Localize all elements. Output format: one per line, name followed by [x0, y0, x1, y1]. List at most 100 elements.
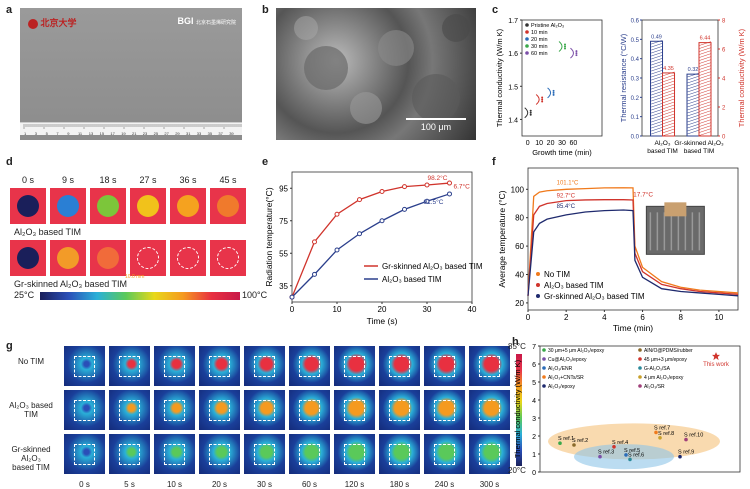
c-left-point-0 [529, 113, 532, 116]
c-right-hatch [650, 82, 663, 87]
c-left-legend-marker-4 [525, 51, 529, 55]
panel-g-thermal-cell [199, 434, 240, 474]
c-right-hatch [698, 107, 712, 112]
e-annotation-blue: 91.5°C [424, 198, 444, 206]
panel-d-colorbar-min: 25°C [14, 290, 35, 300]
e-ytick-label: 55 [279, 249, 288, 258]
c-right-category-0: Al₂O₃ [655, 140, 671, 147]
panel-g-thermal-cell [199, 390, 240, 430]
panel-g-sample-outline [164, 444, 185, 465]
panel-g-sample-outline [74, 400, 95, 421]
h-legend-marker [542, 384, 546, 388]
h-point [598, 454, 602, 459]
panel-g-thermal-cell [64, 434, 105, 474]
c-right-hatch [698, 110, 712, 115]
panel-g-row-label: Gr-skinned Al₂O₃ based TIM [11, 445, 51, 472]
h-legend-marker [638, 348, 642, 352]
e-legend-text-1: Al₂O₃ based TIM [382, 275, 442, 284]
c-right-hatch [698, 56, 712, 61]
c-right-hatch [698, 89, 712, 94]
c-right-ytick-left-label: 0.0 [631, 135, 640, 141]
c-right-hatch [650, 67, 663, 72]
c-right-hatch [686, 87, 700, 93]
f-annotation-diff: 17.7°C [633, 190, 653, 198]
c-right-hatch [662, 110, 675, 116]
panel-a-photo: 北京大学 BGI 北京石墨烯研究院 [20, 8, 242, 140]
c-right-hatch [650, 127, 663, 132]
panel-g-sample-outline [434, 356, 455, 377]
e-point-0 [424, 182, 430, 188]
c-right-hatch [650, 91, 663, 96]
c-left-frame [521, 19, 603, 137]
f-xtick-label: 0 [526, 313, 531, 322]
chart-h: 0 1 2 3 4 5 6 7 Thermal conductivity (W/m K) S re… [513, 344, 741, 477]
c-left-point-4 [575, 52, 578, 55]
panel-g-time-label: 180 s [389, 480, 410, 489]
e-xtick-label: 10 [333, 305, 342, 314]
panel-g-thermal-cell [154, 390, 195, 430]
f-ytick-label: 40 [515, 271, 524, 280]
panel-g-sample-outline [434, 400, 455, 421]
panel-g-thermal-cell [469, 346, 510, 386]
e-point-1 [334, 247, 340, 253]
chart-c-right: 0.0 0.1 0.2 0.3 0.4 0.5 0.6 0 2 4 6 8 Thermal resist… [620, 19, 746, 156]
panel-g-thermal-cell [334, 434, 375, 474]
panel-d-sample-circle [97, 195, 119, 217]
panel-d-thermal-square [50, 188, 86, 224]
c-right-hatch [686, 81, 700, 87]
f-frame [527, 167, 739, 311]
f-xlabel: Time (min) [613, 323, 653, 333]
c-right-ytick-right-label: 6 [722, 48, 726, 54]
c-right-hatch [650, 112, 663, 117]
panel-d-time-label: 45 s [219, 175, 237, 185]
h-point [558, 441, 562, 445]
ruler-number: 17 [110, 131, 115, 136]
panel-g-sample-outline [389, 444, 410, 465]
panel-g-colorbar-max: 85°C [508, 342, 526, 351]
panel-d-row1 [10, 188, 250, 224]
f-xtick-label: 4 [602, 313, 607, 322]
ruler-number: 15 [100, 131, 105, 136]
c-right-hatch [698, 77, 712, 82]
c-right-ytick-left-label: 0.5 [631, 38, 640, 44]
c-right-bar-conductivity-1 [698, 42, 712, 137]
c-right-category-0: based TIM [647, 148, 678, 155]
panel-d-sample-circle [137, 247, 159, 269]
c-right-hatch [662, 125, 675, 131]
c-left-point-1 [541, 100, 544, 103]
e-xtick-label: 20 [378, 305, 387, 314]
c-left-legend-marker-0 [525, 23, 529, 27]
ruler-number: 9 [67, 131, 70, 136]
panel-g-letter: g [6, 340, 13, 352]
panel-g-sample-outline [254, 444, 275, 465]
c-right-hatch [650, 70, 663, 75]
h-point [678, 454, 682, 459]
c-left-xtick-label: 0 [526, 140, 530, 147]
e-point-1 [424, 198, 430, 204]
panel-g-thermal-cell [109, 346, 150, 386]
panel-g-time-label: 240 s [434, 480, 455, 489]
panel-d-thermal-square [170, 240, 206, 276]
panel-g-row-label: No TIM [17, 357, 45, 366]
panel-d-thermal-square [130, 240, 166, 276]
e-xlabel: Time (s) [367, 316, 398, 326]
c-right-hatch [650, 40, 663, 45]
c-right-hatch [698, 131, 712, 136]
pku-logo-circle-icon [28, 18, 38, 29]
c-left-dist-4 [570, 47, 574, 59]
c-left-ytick-label: 1.7 [508, 18, 518, 25]
c-right-hatch [686, 111, 700, 117]
c-right-hatch [698, 95, 712, 100]
e-ylabel: Radiation temperature(°C) [264, 187, 274, 286]
h-point [624, 453, 628, 457]
h-ytick-label: 0 [532, 470, 536, 477]
e-point-0 [334, 211, 340, 217]
c-left-point-4 [575, 54, 578, 57]
h-ellipse-blue [574, 444, 674, 470]
c-right-hatch [698, 116, 712, 121]
panel-d-sample-circle [57, 195, 79, 217]
panel-b-letter: b [262, 4, 269, 16]
c-right-hatch [698, 50, 712, 55]
panel-g-thermal-cell [469, 390, 510, 430]
c-right-hatch [662, 101, 675, 107]
